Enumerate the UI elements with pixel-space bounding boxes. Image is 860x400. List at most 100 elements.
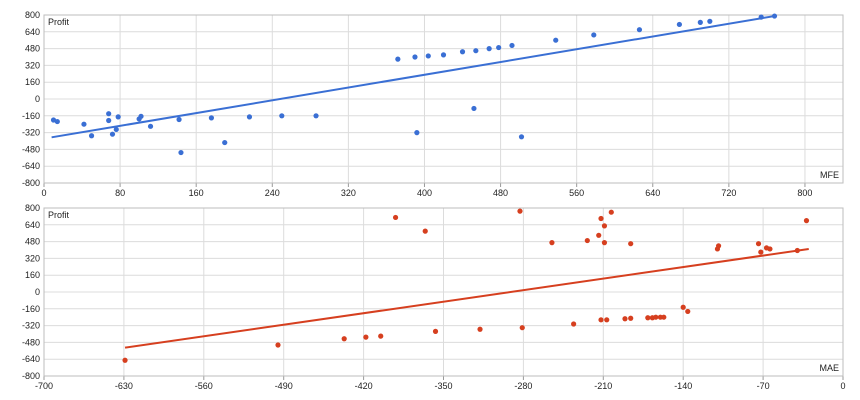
- y-axis-label: Profit: [48, 210, 70, 220]
- x-tick-label: 400: [417, 188, 432, 198]
- data-point: [414, 130, 420, 136]
- x-tick-label: 320: [341, 188, 356, 198]
- data-point: [178, 149, 184, 156]
- data-point: [758, 249, 764, 255]
- y-tick-label: -640: [22, 161, 40, 171]
- data-point: [661, 314, 667, 320]
- data-point: [313, 113, 319, 119]
- trendline: [124, 247, 809, 349]
- y-tick-label: -800: [22, 178, 40, 188]
- data-point: [571, 321, 577, 327]
- x-tick-label: -210: [594, 381, 612, 391]
- data-point: [246, 114, 253, 120]
- data-point: [803, 218, 810, 224]
- x-tick-label: -700: [35, 381, 53, 391]
- data-point: [598, 317, 604, 323]
- data-point: [517, 208, 523, 214]
- data-point: [363, 334, 369, 340]
- data-point: [598, 215, 604, 222]
- data-point: [591, 32, 597, 38]
- data-point: [771, 13, 778, 19]
- x-tick-label: 560: [569, 188, 584, 198]
- data-point: [496, 44, 502, 51]
- data-point: [622, 316, 628, 322]
- data-point: [715, 243, 722, 249]
- data-point: [486, 46, 492, 52]
- x-tick-label: -490: [275, 381, 293, 391]
- chart-panel-mfe: -800 -640 -480 -320 -160 0 160 320 480 640 800 0 80 1…: [22, 10, 844, 198]
- x-tick-label: 240: [265, 188, 280, 198]
- data-point: [707, 18, 713, 24]
- data-point: [208, 115, 215, 121]
- data-point: [471, 105, 477, 112]
- x-tick-label: -420: [355, 381, 373, 391]
- data-point: [122, 357, 128, 363]
- x-tick-label: -280: [514, 381, 532, 391]
- data-point: [519, 325, 525, 331]
- data-point: [279, 113, 285, 119]
- x-tick-label: 800: [797, 188, 812, 198]
- data-point: [518, 134, 525, 140]
- y-tick-label: 320: [25, 60, 40, 70]
- data-point: [604, 317, 610, 323]
- y-tick-label: 0: [35, 94, 40, 104]
- data-point: [432, 328, 439, 334]
- data-point: [106, 111, 112, 117]
- data-point: [584, 237, 590, 244]
- y-tick-label: -480: [22, 144, 40, 154]
- data-point: [685, 308, 691, 315]
- data-point: [378, 333, 384, 339]
- x-tick-label: -630: [115, 381, 133, 391]
- data-point: [440, 52, 447, 58]
- data-point: [645, 315, 651, 321]
- x-tick-label: 640: [645, 188, 660, 198]
- data-point: [106, 117, 112, 124]
- data-point: [767, 246, 773, 252]
- x-tick-label: 480: [493, 188, 508, 198]
- data-point: [113, 126, 119, 133]
- data-point: [88, 133, 95, 139]
- data-point: [275, 342, 281, 348]
- y-tick-label: -640: [22, 354, 40, 364]
- x-tick-label: 160: [189, 188, 204, 198]
- y-tick-label: 640: [25, 220, 40, 230]
- x-axis-label: MAE: [819, 363, 839, 373]
- y-tick-label: -320: [22, 128, 40, 138]
- x-tick-label: -560: [195, 381, 213, 391]
- data-point: [341, 336, 347, 342]
- y-tick-label: -320: [22, 321, 40, 331]
- y-tick-label: 800: [25, 203, 40, 213]
- data-point: [755, 241, 762, 247]
- data-point: [395, 56, 401, 62]
- x-tick-label: -70: [757, 381, 770, 391]
- x-tick-label: 0: [840, 381, 845, 391]
- data-point: [147, 123, 154, 129]
- x-tick-label: -140: [674, 381, 692, 391]
- data-point: [176, 116, 182, 123]
- chart-panel-mae: -800-640-480-320-1600160320480640800-700…: [22, 203, 846, 391]
- data-point: [601, 240, 608, 246]
- y-tick-label: 800: [25, 10, 40, 20]
- data-point: [138, 113, 144, 119]
- data-point: [758, 14, 764, 20]
- data-point: [109, 131, 116, 137]
- data-point: [54, 118, 60, 125]
- y-tick-label: 320: [25, 253, 40, 263]
- y-tick-label: 160: [25, 270, 40, 280]
- data-point: [676, 21, 682, 28]
- y-tick-label: 0: [35, 287, 40, 297]
- plot-frame: [43, 14, 844, 184]
- data-point: [509, 42, 515, 49]
- data-point: [81, 121, 87, 127]
- data-point: [115, 114, 121, 120]
- data-point: [794, 247, 800, 254]
- y-tick-label: 480: [25, 237, 40, 247]
- data-point: [636, 27, 643, 33]
- x-tick-label: 720: [721, 188, 736, 198]
- data-point: [422, 228, 428, 234]
- data-point: [697, 19, 703, 25]
- data-point: [222, 139, 228, 146]
- data-point: [549, 240, 555, 246]
- data-point: [473, 48, 479, 54]
